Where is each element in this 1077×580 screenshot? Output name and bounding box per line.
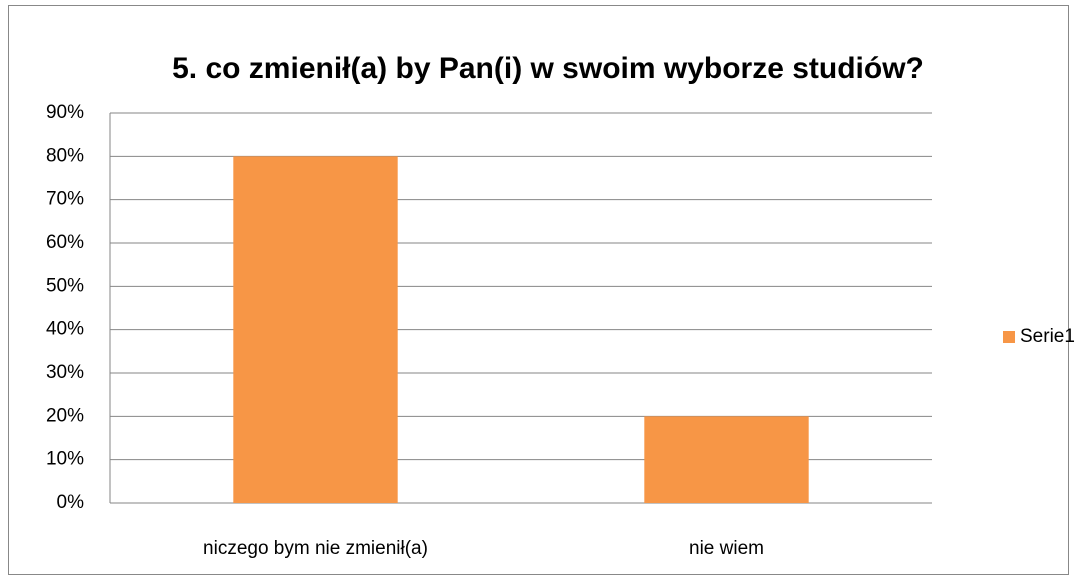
y-tick-label: 40% <box>46 319 84 340</box>
chart-border <box>8 5 1069 575</box>
legend-swatch <box>1003 331 1015 343</box>
y-tick-label: 10% <box>46 449 84 470</box>
y-tick-label: 20% <box>46 405 84 426</box>
legend-label: Serie1 <box>1020 326 1075 347</box>
bar <box>644 416 809 503</box>
bar <box>233 156 398 504</box>
chart-title: 5. co zmienił(a) by Pan(i) w swoim wybor… <box>172 52 924 85</box>
y-tick-label: 0% <box>57 492 85 513</box>
y-tick-label: 30% <box>46 362 84 383</box>
x-tick-label: niczego bym nie zmienił(a) <box>203 538 428 559</box>
y-tick-label: 60% <box>46 232 84 253</box>
y-tick-label: 80% <box>46 145 84 166</box>
y-tick-label: 70% <box>46 189 84 210</box>
y-tick-label: 50% <box>46 275 84 296</box>
y-tick-label: 90% <box>46 102 84 123</box>
x-tick-label: nie wiem <box>689 538 764 559</box>
